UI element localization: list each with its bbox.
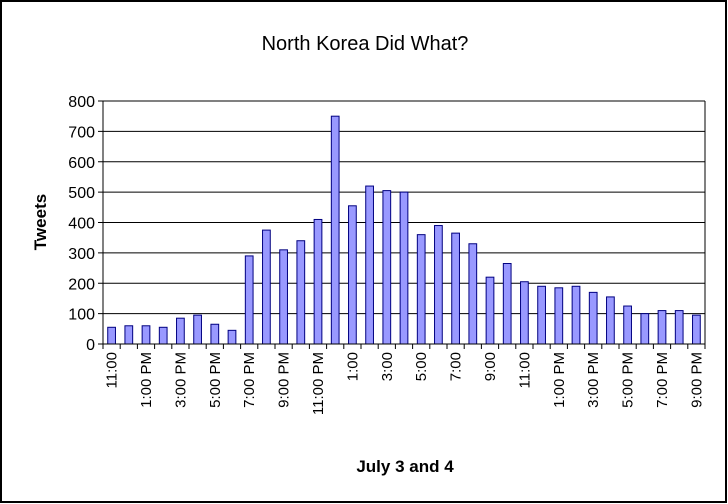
bar [296,240,306,345]
bar [451,232,460,345]
x-tick-label: 5:00 PM [620,352,637,408]
bar [365,185,374,345]
bar [623,305,632,345]
x-tick-label: 5:00 PM [207,352,224,408]
x-tick-label: 11:00 PM [310,352,327,415]
bar [554,287,564,345]
bar [657,310,667,345]
y-tick-label: 200 [68,276,95,293]
x-axis-title: July 3 and 4 [356,457,454,476]
bar [330,115,340,345]
bar [399,191,409,345]
bar [107,326,116,345]
x-tick-label: 3:00 PM [172,352,189,408]
y-tick-label: 500 [68,185,95,202]
y-tick-label: 700 [68,124,95,141]
bar [502,263,512,345]
y-axis-title: Tweets [31,194,50,250]
bar [193,314,202,345]
bar [210,323,220,345]
bar [279,249,288,345]
y-tick-label: 400 [68,216,95,233]
x-tick-label: 9:00 [482,352,499,381]
bar [416,234,426,345]
bar [674,310,684,345]
bar [571,285,581,345]
bar [434,225,443,345]
chart-title: North Korea Did What? [262,33,469,55]
x-tick-label: 9:00 PM [688,352,705,408]
x-tick-label: 3:00 [379,352,396,381]
x-tick-labels: 11:00 1:00 PM 3:00 PM 5:00 PM 7:00 PM 9:00 PM… [104,352,706,415]
bar [520,281,529,345]
bar [141,325,151,345]
y-tick-label: 800 [68,94,95,111]
x-tick-label: 11:00 [104,352,121,388]
bar [313,218,323,345]
x-tick-label: 7:00 PM [241,352,258,408]
y-tick-labels: 0 100 200 300 400 500 600 700 800 [68,94,95,354]
bar [158,326,168,345]
bar [382,190,392,345]
bar [468,243,478,345]
y-tick-label: 600 [68,155,95,172]
y-tick-label: 100 [68,307,95,324]
bar [244,255,254,345]
y-tick-label: 300 [68,246,95,263]
bar [124,325,134,345]
y-tick-label: 0 [86,337,95,354]
bar [262,229,271,345]
x-tick-label: 5:00 [413,352,430,381]
bar [176,317,185,345]
x-tick-label: 1:00 [344,352,361,381]
x-tick-label: 7:00 [448,352,465,381]
x-tick-label: 11:00 [516,352,533,388]
x-tick-label: 9:00 PM [276,352,293,408]
x-tick-label: 1:00 PM [138,352,155,408]
bar [485,276,495,345]
bar [692,314,701,345]
bar [606,296,615,345]
bar [640,313,650,345]
bar [537,285,546,345]
x-tick-label: 3:00 PM [585,352,602,408]
bar [348,205,357,345]
x-tick-label: 7:00 PM [654,352,671,408]
bar [588,291,598,345]
bar [227,329,237,345]
x-tick-label: 1:00 PM [551,352,568,408]
axes [98,100,706,349]
